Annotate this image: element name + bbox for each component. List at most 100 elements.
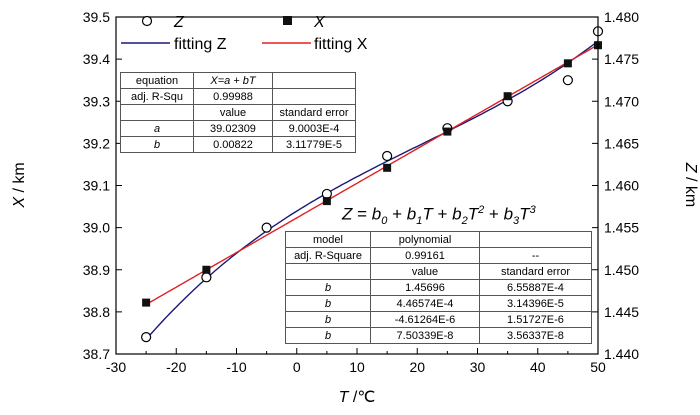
column-header-value: value [370, 263, 480, 280]
param-value: 7.50339E-8 [370, 327, 480, 344]
adj-r-error: -- [479, 247, 592, 264]
x-tick-label: 40 [530, 359, 546, 375]
z-fit-equation: Z = b0 + b1T + b2T2 + b3T3 [342, 204, 536, 228]
table-row: adj. R-Squ 0.99988 [120, 88, 356, 105]
legend-label-fitting-x: fitting X [314, 36, 368, 53]
y-right-tick-label: 1.480 [604, 9, 639, 25]
y-left-tick-label: 39.2 [83, 135, 110, 151]
param-value: 0.00822 [193, 136, 273, 153]
equation-value: X=a + bT [193, 72, 273, 89]
table-row: value standard error [285, 263, 592, 280]
y-right-tick-label: 1.445 [604, 304, 639, 320]
x-data-point [142, 298, 151, 307]
data-points [141, 26, 604, 343]
y-right-tick-label: 1.450 [604, 262, 639, 278]
y-axis-left-label: X / km [11, 162, 28, 208]
column-header-value: value [193, 104, 273, 121]
adj-r-label: adj. R-Squ [120, 88, 194, 105]
table-row: b 7.50339E-8 3.56337E-8 [285, 327, 592, 344]
adj-r-value: 0.99988 [193, 88, 273, 105]
table-row: value standard error [120, 104, 356, 121]
param-name: a [120, 120, 194, 137]
y-left-tick-label: 39.5 [83, 9, 110, 25]
y-axis-right-label: Z / km [682, 162, 699, 207]
x-tick-label: -30 [106, 359, 126, 375]
adj-r-value: 0.99161 [370, 247, 480, 264]
x-axis-label: T /℃ [339, 389, 376, 406]
legend-marker-z [141, 15, 153, 27]
param-name: b [285, 279, 371, 296]
table-row: b 4.46574E-4 3.14396E-5 [285, 295, 592, 312]
tick-labels: -30 -20 -10 0 10 20 30 40 50 38.7 38.8 38.9 39.0 39.1… [83, 9, 639, 375]
table-row: a 39.02309 9.0003E-4 [120, 120, 356, 137]
table-row: adj. R-Square 0.99161 -- [285, 247, 592, 264]
equation-label: equation [120, 72, 194, 89]
legend-label-z: Z [173, 14, 185, 31]
x-data-point [503, 92, 512, 101]
z-data-point [261, 222, 272, 233]
param-error: 9.0003E-4 [272, 120, 356, 137]
y-left-tick-label: 39.1 [83, 178, 110, 194]
param-name: b [285, 327, 371, 344]
y-right-tick-label: 1.460 [604, 178, 639, 194]
column-header-error: standard error [272, 104, 356, 121]
y-left-tick-label: 39.0 [83, 220, 110, 236]
table-row: b -4.61264E-6 1.51727E-6 [285, 311, 592, 328]
column-header-error: standard error [479, 263, 592, 280]
z-data-point [562, 75, 573, 86]
x-data-point [383, 163, 392, 172]
y-left-tick-label: 38.7 [83, 346, 110, 362]
y-left-tick-label: 38.8 [83, 304, 110, 320]
legend-label-fitting-z: fitting Z [174, 36, 227, 53]
x-fit-table: equation X=a + bT adj. R-Squ 0.99988 val… [120, 72, 356, 153]
param-name: b [120, 136, 194, 153]
table-row: model polynomial [285, 231, 592, 248]
x-tick-label: 30 [470, 359, 486, 375]
param-name: b [285, 295, 371, 312]
z-data-point [321, 188, 332, 200]
plot-frame [115, 16, 599, 355]
table-cell [272, 72, 356, 89]
param-value: 1.45696 [370, 279, 480, 296]
y-right-tick-label: 1.440 [604, 346, 639, 362]
legend-marker-x [283, 16, 292, 25]
param-name: b [285, 311, 371, 328]
z-data-point [141, 332, 152, 343]
z-data-point [201, 272, 212, 283]
param-error: 3.56337E-8 [479, 327, 592, 344]
param-error: 3.14396E-5 [479, 295, 592, 312]
fitting-x-line [145, 44, 599, 306]
model-value: polynomial [370, 231, 480, 248]
x-data-point [322, 197, 331, 206]
z-fit-table: model polynomial adj. R-Square 0.99161 -… [285, 231, 592, 344]
param-error: 3.11779E-5 [272, 136, 356, 153]
x-tick-label: 0 [293, 359, 301, 375]
z-data-point [382, 150, 393, 162]
fit-lines [145, 40, 599, 340]
x-tick-label: 50 [590, 359, 606, 375]
table-cell [479, 231, 592, 248]
table-cell [285, 263, 371, 280]
param-error: 6.55887E-4 [479, 279, 592, 296]
model-label: model [285, 231, 371, 248]
fitting-z-line [145, 40, 599, 340]
adj-r-label: adj. R-Square [285, 247, 371, 264]
table-row: b 1.45696 6.55887E-4 [285, 279, 592, 296]
y-left-tick-label: 39.4 [83, 51, 110, 67]
x-data-point [563, 59, 572, 68]
legend: Z X fitting Z fitting X [121, 14, 368, 53]
x-data-point [443, 127, 452, 136]
param-value: 4.46574E-4 [370, 295, 480, 312]
x-tick-label: 20 [409, 359, 425, 375]
table-cell [120, 104, 194, 121]
table-cell [272, 88, 356, 105]
y-right-tick-label: 1.475 [604, 51, 639, 67]
y-right-tick-label: 1.465 [604, 135, 639, 151]
x-tick-label: 10 [349, 359, 365, 375]
table-row: equation X=a + bT [120, 72, 356, 89]
x-tick-label: -20 [166, 359, 186, 375]
y-right-tick-label: 1.455 [604, 220, 639, 236]
param-value: 39.02309 [193, 120, 273, 137]
x-data-point [202, 265, 211, 274]
